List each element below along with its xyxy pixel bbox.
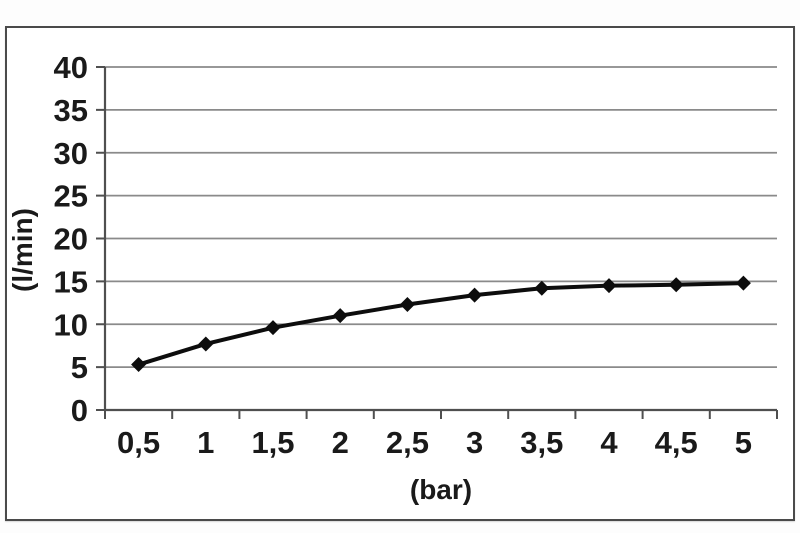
x-tick-label: 0,5: [117, 425, 160, 460]
y-tick-label: 30: [54, 136, 88, 171]
y-axis-label: (l/min): [7, 208, 38, 292]
data-point-marker: [198, 336, 214, 352]
x-tick-label: 2,5: [386, 425, 429, 460]
x-tick-label: 5: [735, 425, 752, 460]
x-axis-label: (bar): [410, 474, 472, 505]
data-point-marker: [668, 277, 684, 293]
data-point-marker: [265, 320, 281, 336]
data-point-marker: [601, 278, 617, 294]
x-tick-label: 2: [332, 425, 349, 460]
data-point-marker: [332, 308, 348, 324]
y-tick-label: 10: [54, 307, 88, 342]
y-tick-label: 5: [71, 350, 88, 385]
data-point-marker: [735, 275, 751, 291]
flow-curve-line: [136, 281, 746, 367]
y-tick-label: 20: [54, 222, 88, 257]
data-point-marker: [131, 357, 147, 373]
y-tick-label: 15: [54, 264, 88, 299]
x-tick-label: 3: [466, 425, 483, 460]
x-tick-label: 1: [197, 425, 214, 460]
x-tick-label: 1,5: [251, 425, 294, 460]
x-tick-label: 4: [600, 425, 618, 460]
data-point-marker: [467, 287, 483, 303]
plot-layer: 0 5 10 15 20 25 30 35 40 0,5 1 1,5 2 2,5 3 3,5 4 4,5 5: [54, 50, 778, 460]
data-point-marker: [534, 280, 550, 296]
x-tick-label: 3,5: [520, 425, 563, 460]
chart-frame: [5, 26, 795, 521]
y-tick-label: 0: [71, 393, 88, 428]
y-tick-label: 25: [54, 179, 88, 214]
y-tick-label: 40: [54, 50, 88, 85]
data-point-marker: [399, 297, 415, 313]
x-tick-label: 4,5: [655, 425, 698, 460]
y-tick-label: 35: [54, 93, 88, 128]
